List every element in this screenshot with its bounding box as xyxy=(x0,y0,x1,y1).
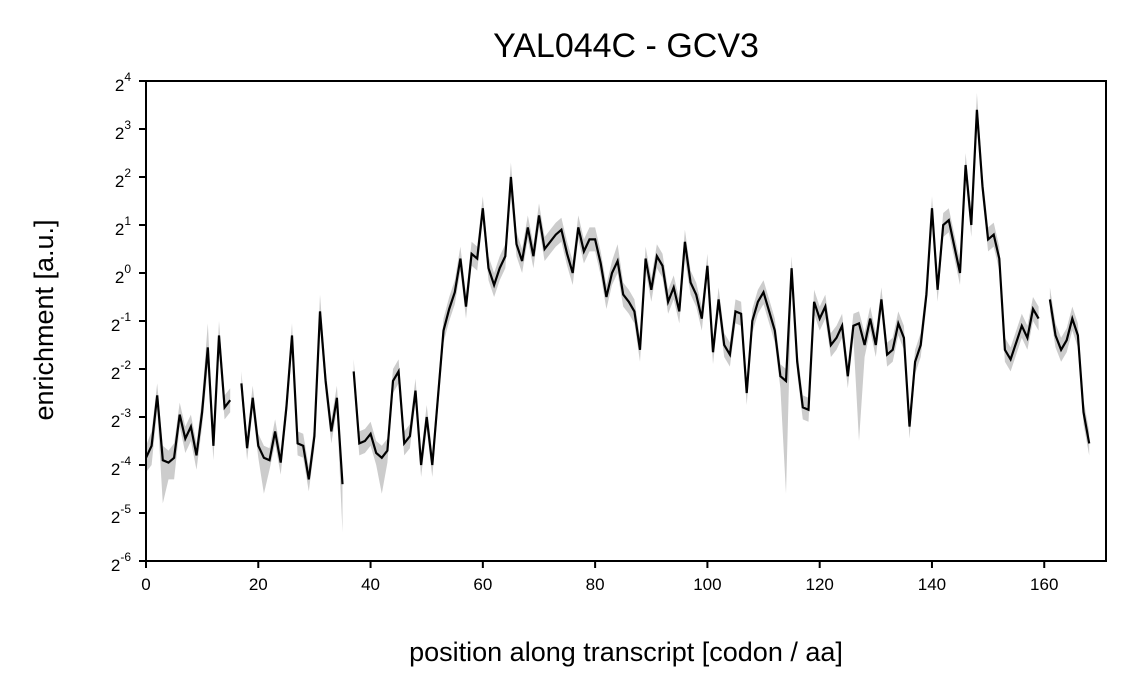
y-tick-label--5: 2-5 xyxy=(111,502,131,527)
y-tick-label--2: 2-2 xyxy=(111,358,131,383)
y-tick-label-3: 23 xyxy=(115,118,131,143)
x-tick-label-0: 0 xyxy=(141,575,150,594)
chart-title: YAL044C - GCV3 xyxy=(493,27,759,65)
series-line-segment-0 xyxy=(145,335,232,464)
confidence-band-segment-3 xyxy=(1049,287,1090,456)
plot-frame xyxy=(145,80,1107,562)
x-tick-label-160: 160 xyxy=(1030,575,1058,594)
y-axis-label: enrichment [a.u.] xyxy=(29,219,59,420)
x-tick-label-140: 140 xyxy=(918,575,946,594)
x-tick-label-20: 20 xyxy=(249,575,268,594)
x-tick-label-100: 100 xyxy=(693,575,721,594)
y-tick-label--6: 2-6 xyxy=(111,550,131,575)
y-axis: 2-6 2-5 2-4 2-3 2-2 2-1 20 21 22 23 24 xyxy=(111,70,146,575)
confidence-band-segment-1 xyxy=(241,294,343,533)
confidence-band-layer xyxy=(146,93,1090,533)
y-tick-label-0: 20 xyxy=(115,262,131,287)
y-tick-label--3: 2-3 xyxy=(111,406,131,431)
series-line-segment-1 xyxy=(240,311,344,485)
y-tick-label-4: 24 xyxy=(115,70,131,95)
series-line-segment-3 xyxy=(1048,299,1091,444)
x-tick-label-60: 60 xyxy=(473,575,492,594)
series-line-layer xyxy=(145,109,1091,485)
y-tick-label-1: 21 xyxy=(115,214,131,239)
x-axis: 0 20 40 60 80 100 120 140 160 xyxy=(141,561,1058,594)
y-tick-label-2: 22 xyxy=(115,166,131,191)
x-tick-label-120: 120 xyxy=(805,575,833,594)
y-tick-label--1: 2-1 xyxy=(111,310,131,335)
x-tick-label-80: 80 xyxy=(586,575,605,594)
series-line-segment-2 xyxy=(352,109,1040,466)
x-axis-label: position along transcript [codon / aa] xyxy=(409,637,843,667)
y-tick-label--4: 2-4 xyxy=(111,454,131,479)
x-tick-label-40: 40 xyxy=(361,575,380,594)
